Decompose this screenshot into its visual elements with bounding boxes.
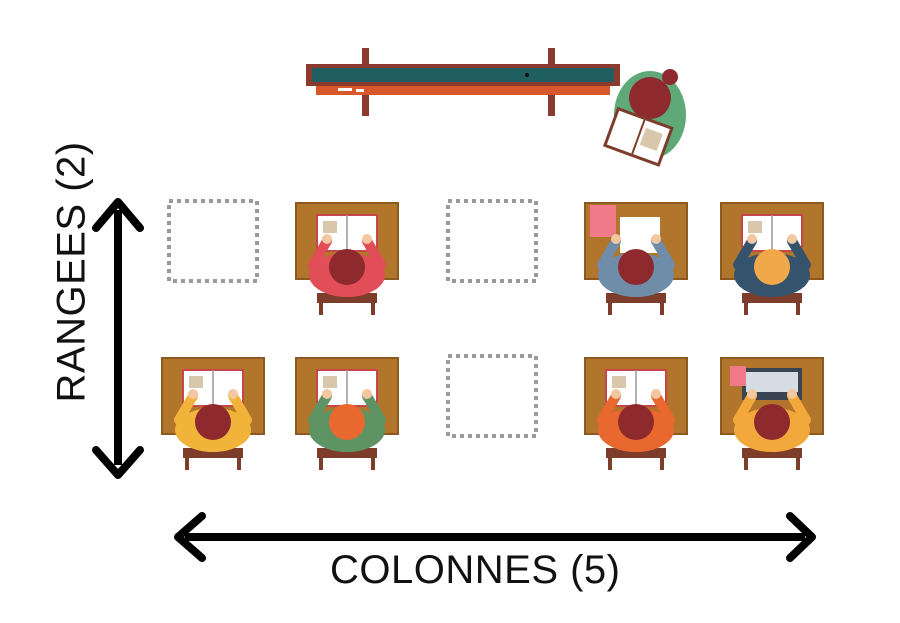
student-desk [295, 202, 399, 315]
rows-label: RANGEES (2) [49, 141, 94, 403]
student-desk [584, 202, 688, 315]
rows-arrow [92, 198, 144, 479]
empty-desk-slot [446, 354, 538, 438]
teacher [603, 69, 686, 167]
student-desk [161, 357, 265, 470]
student-desk [584, 357, 688, 470]
empty-desk-slot [446, 199, 538, 283]
blackboard [306, 48, 620, 116]
student-desk [720, 357, 824, 470]
desk-grid [161, 199, 824, 470]
empty-desk-slot [167, 199, 259, 283]
columns-arrow [174, 512, 816, 562]
student-desk [720, 202, 824, 315]
columns-label: COLONNES (5) [330, 548, 621, 592]
student-desk [295, 357, 399, 470]
